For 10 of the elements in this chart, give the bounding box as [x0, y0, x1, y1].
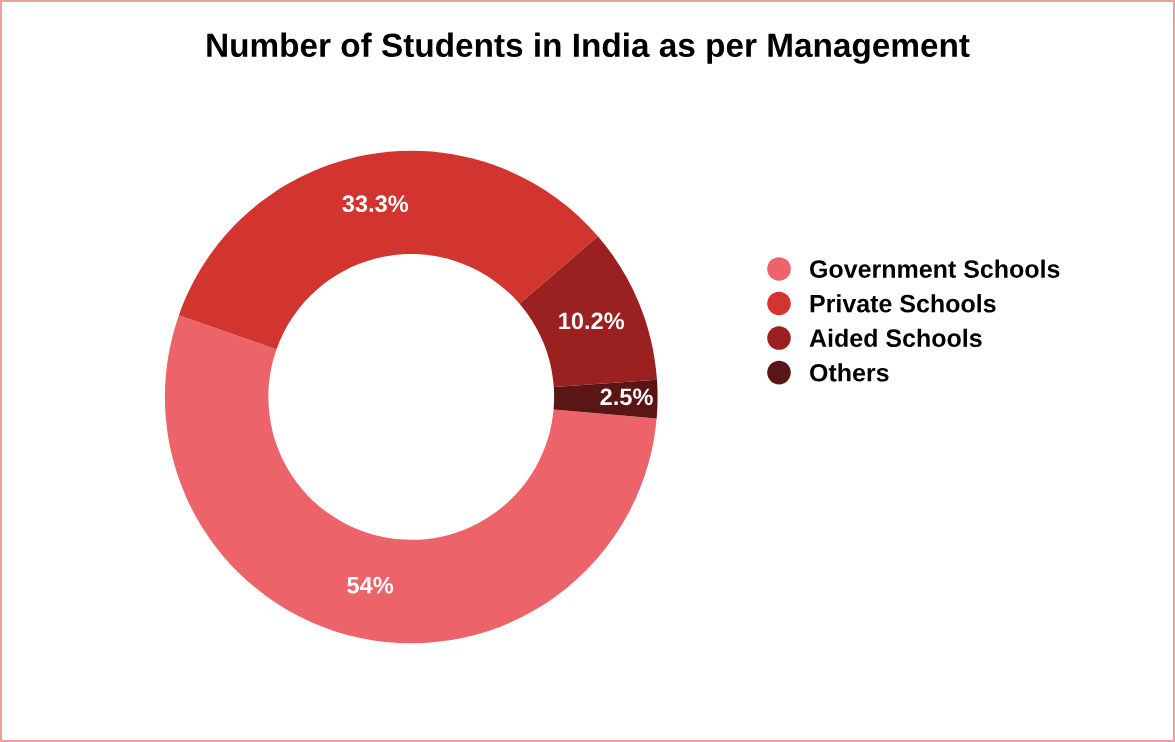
legend-label: Government Schools — [810, 259, 1060, 278]
data-label: 10.2% — [559, 312, 625, 330]
donut-slice — [519, 236, 657, 387]
data-label: 33.3% — [342, 195, 409, 213]
legend-label: Others — [810, 363, 889, 382]
legend-label: Aided Schools — [809, 328, 982, 348]
data-label: 2.5% — [600, 388, 653, 406]
chart-title: Number of Students in India as per Management — [207, 32, 970, 64]
legend-label: Private Schools — [810, 294, 996, 313]
data-label: 54% — [347, 576, 394, 594]
